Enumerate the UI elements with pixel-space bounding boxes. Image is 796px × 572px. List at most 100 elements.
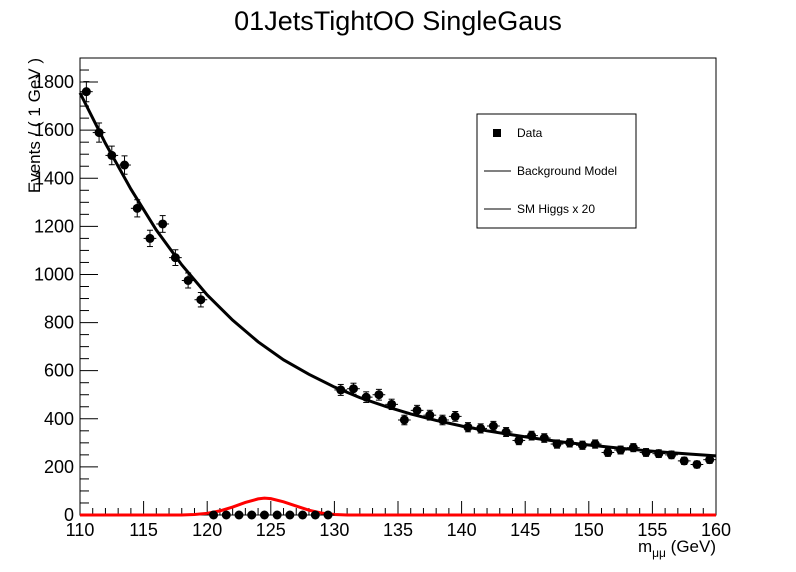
y-tick-label: 800 bbox=[44, 313, 74, 333]
data-marker bbox=[616, 445, 626, 455]
data-point bbox=[690, 459, 704, 469]
data-point bbox=[487, 420, 500, 432]
legend: Data Background Model SM Higgs x 20 bbox=[476, 113, 637, 229]
data-points bbox=[80, 81, 716, 520]
data-marker bbox=[552, 439, 562, 449]
data-marker bbox=[412, 405, 422, 415]
x-tick-label: 155 bbox=[637, 520, 667, 540]
data-marker bbox=[387, 399, 397, 409]
data-marker bbox=[705, 455, 715, 465]
x-tick-label: 110 bbox=[66, 520, 95, 540]
data-marker bbox=[259, 510, 269, 520]
data-marker bbox=[132, 203, 142, 213]
data-marker bbox=[170, 253, 180, 263]
data-point bbox=[130, 199, 144, 218]
data-marker bbox=[323, 510, 333, 520]
y-tick-label: 600 bbox=[44, 361, 74, 381]
data-point bbox=[245, 510, 259, 520]
data-marker bbox=[590, 439, 600, 449]
data-marker bbox=[654, 449, 664, 459]
data-marker bbox=[361, 392, 371, 402]
x-tick-label: 150 bbox=[574, 520, 604, 540]
data-point bbox=[232, 510, 246, 520]
data-point bbox=[461, 422, 475, 433]
x-tick-label: 130 bbox=[319, 520, 349, 540]
data-point bbox=[703, 455, 716, 465]
legend-marker bbox=[493, 129, 501, 137]
data-marker bbox=[514, 435, 524, 445]
data-point bbox=[576, 440, 589, 450]
y-axis: 0 200 400 600 800 1000 1200 1400 1600 1800 bbox=[34, 57, 98, 525]
y-tick-label: 1800 bbox=[34, 72, 74, 92]
x-axis-label: mμμ (GeV) bbox=[638, 537, 716, 560]
data-marker bbox=[145, 233, 155, 243]
legend-entry: Background Model bbox=[484, 164, 617, 178]
data-point bbox=[499, 427, 513, 437]
data-marker bbox=[603, 447, 613, 457]
data-marker bbox=[425, 410, 435, 420]
y-tick-label: 1200 bbox=[34, 216, 74, 236]
legend-entry: Data bbox=[493, 126, 543, 140]
data-point bbox=[512, 435, 526, 446]
data-marker bbox=[234, 510, 244, 520]
x-axis: 110 115 120 125 130 135 140 145 150 155 160 bbox=[66, 501, 731, 540]
data-point bbox=[169, 249, 182, 267]
data-marker bbox=[107, 150, 117, 160]
data-point bbox=[385, 398, 398, 411]
legend-label: Background Model bbox=[517, 164, 617, 178]
y-tick-label: 1600 bbox=[34, 120, 74, 140]
y-tick-label: 400 bbox=[44, 409, 74, 429]
data-marker bbox=[348, 384, 358, 394]
data-point bbox=[626, 443, 640, 453]
data-point bbox=[321, 510, 335, 520]
data-marker bbox=[298, 510, 308, 520]
data-point bbox=[194, 292, 208, 308]
data-point bbox=[283, 510, 297, 520]
x-tick-label: 140 bbox=[447, 520, 477, 540]
data-point bbox=[550, 439, 564, 449]
chart-title: 01JetsTightOO SingleGaus bbox=[234, 6, 562, 36]
data-marker bbox=[183, 275, 193, 285]
data-marker bbox=[628, 443, 638, 453]
x-axis-label-main: m bbox=[638, 537, 652, 556]
data-point bbox=[410, 404, 424, 416]
data-marker bbox=[641, 447, 651, 457]
x-tick-label: 120 bbox=[192, 520, 222, 540]
data-point bbox=[334, 383, 348, 396]
data-marker bbox=[565, 438, 575, 448]
data-point bbox=[181, 272, 195, 289]
data-marker bbox=[94, 128, 104, 138]
data-marker bbox=[692, 459, 702, 469]
data-point bbox=[118, 155, 131, 175]
background-curve-group bbox=[78, 92, 717, 458]
data-point bbox=[347, 382, 360, 395]
data-point bbox=[372, 388, 386, 401]
data-point bbox=[423, 409, 437, 421]
data-point bbox=[588, 439, 602, 449]
data-marker bbox=[196, 295, 206, 305]
data-point bbox=[258, 510, 271, 520]
data-point bbox=[537, 433, 551, 443]
data-point bbox=[436, 414, 449, 426]
data-point bbox=[665, 450, 678, 460]
data-marker bbox=[247, 510, 257, 520]
data-marker bbox=[310, 510, 320, 520]
data-marker bbox=[336, 385, 346, 395]
data-point bbox=[525, 430, 538, 441]
legend-label: SM Higgs x 20 bbox=[517, 202, 595, 216]
legend-entry: SM Higgs x 20 bbox=[484, 202, 595, 216]
data-point bbox=[296, 510, 309, 520]
y-tick-label: 0 bbox=[64, 505, 74, 525]
data-marker bbox=[221, 510, 231, 520]
data-marker bbox=[476, 423, 486, 433]
x-tick-label: 115 bbox=[129, 520, 158, 540]
data-marker bbox=[488, 421, 498, 431]
data-point bbox=[677, 456, 691, 466]
data-marker bbox=[577, 440, 587, 450]
data-marker bbox=[158, 219, 168, 229]
data-point bbox=[156, 215, 170, 233]
data-marker bbox=[666, 450, 676, 460]
data-marker bbox=[438, 415, 448, 425]
data-point bbox=[652, 449, 666, 459]
